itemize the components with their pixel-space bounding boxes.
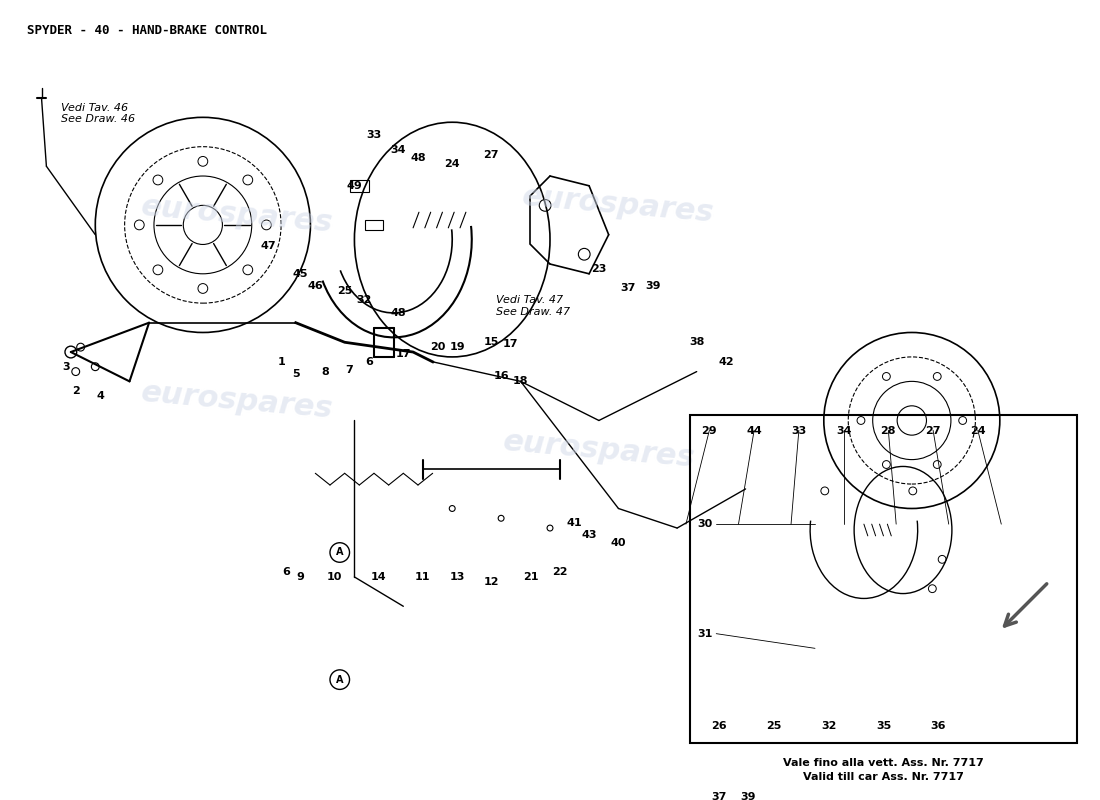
Text: 34: 34	[836, 426, 851, 436]
Text: eurospares: eurospares	[521, 182, 716, 228]
Text: 37: 37	[712, 792, 727, 800]
Text: 13: 13	[450, 572, 465, 582]
Text: 17: 17	[503, 339, 518, 350]
Text: 6: 6	[365, 357, 373, 367]
Text: 30: 30	[697, 519, 712, 529]
Bar	[690, 414, 1077, 743]
Text: 28: 28	[881, 426, 896, 436]
Text: 49: 49	[346, 181, 362, 190]
Text: 42: 42	[718, 357, 734, 367]
Text: A: A	[336, 547, 343, 558]
Text: 39: 39	[740, 792, 757, 800]
Text: 27: 27	[484, 150, 499, 159]
Text: 32: 32	[821, 721, 836, 730]
Text: 4: 4	[96, 391, 104, 401]
Text: 23: 23	[591, 264, 606, 274]
Text: A: A	[336, 674, 343, 685]
Text: 33: 33	[366, 130, 382, 140]
Text: Vedi Tav. 47: Vedi Tav. 47	[496, 295, 563, 305]
Text: 18: 18	[513, 376, 528, 386]
Text: SPYDER - 40 - HAND-BRAKE CONTROL: SPYDER - 40 - HAND-BRAKE CONTROL	[26, 25, 267, 38]
Text: 48: 48	[410, 154, 426, 163]
Text: Vedi Tav. 46: Vedi Tav. 46	[62, 102, 129, 113]
Text: 3: 3	[62, 362, 69, 372]
Text: 43: 43	[582, 530, 597, 540]
Text: 45: 45	[293, 269, 308, 279]
Text: 40: 40	[610, 538, 626, 548]
Text: eurospares: eurospares	[140, 192, 334, 238]
Text: 46: 46	[307, 281, 323, 290]
Text: 9: 9	[297, 572, 305, 582]
Text: 16: 16	[493, 371, 509, 382]
Text: 17: 17	[396, 349, 411, 359]
Text: 39: 39	[645, 281, 660, 290]
Text: 7: 7	[345, 365, 353, 374]
Text: 34: 34	[390, 145, 406, 154]
Bar	[365, 220, 383, 230]
Text: 11: 11	[415, 572, 430, 582]
Text: 37: 37	[620, 283, 636, 294]
Text: 38: 38	[689, 338, 704, 347]
Text: See Draw. 47: See Draw. 47	[496, 307, 570, 317]
Text: 26: 26	[712, 721, 727, 730]
Text: 19: 19	[449, 342, 465, 352]
Text: 8: 8	[321, 366, 329, 377]
Text: 2: 2	[72, 386, 79, 396]
Text: 15: 15	[484, 338, 499, 347]
Text: 6: 6	[282, 567, 290, 577]
Text: 24: 24	[444, 159, 460, 170]
Text: 41: 41	[566, 518, 582, 528]
Text: Valid till car Ass. Nr. 7717: Valid till car Ass. Nr. 7717	[803, 771, 964, 782]
Text: 20: 20	[430, 342, 446, 352]
Text: See Draw. 46: See Draw. 46	[62, 114, 135, 125]
Text: 25: 25	[337, 286, 352, 297]
Text: 22: 22	[552, 567, 568, 577]
Text: 44: 44	[746, 426, 762, 436]
Text: 47: 47	[261, 242, 276, 251]
Text: eurospares: eurospares	[502, 427, 696, 473]
Text: 12: 12	[484, 577, 499, 587]
Text: 21: 21	[522, 572, 538, 582]
Text: Vale fino alla vett. Ass. Nr. 7717: Vale fino alla vett. Ass. Nr. 7717	[783, 758, 983, 768]
Text: 48: 48	[390, 308, 406, 318]
Text: 36: 36	[931, 721, 946, 730]
Text: 27: 27	[925, 426, 940, 436]
Text: 24: 24	[970, 426, 986, 436]
Text: 14: 14	[371, 572, 387, 582]
Text: 1: 1	[277, 357, 285, 367]
Bar	[350, 180, 370, 192]
Text: 35: 35	[876, 721, 891, 730]
Text: 29: 29	[702, 426, 717, 436]
Text: 33: 33	[791, 426, 806, 436]
Text: 25: 25	[767, 721, 782, 730]
Text: 31: 31	[696, 629, 712, 638]
Text: eurospares: eurospares	[140, 378, 334, 424]
Text: 5: 5	[292, 369, 299, 378]
Text: 10: 10	[327, 572, 342, 582]
Text: 32: 32	[356, 295, 372, 306]
